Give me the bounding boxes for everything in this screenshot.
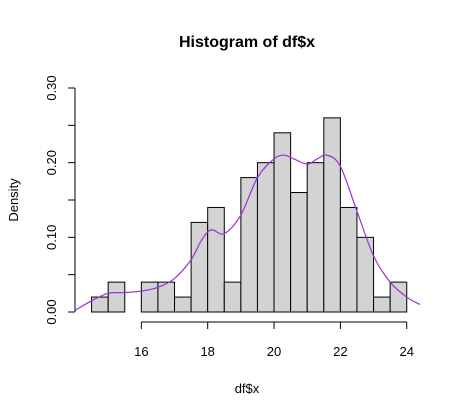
density-curve [74, 154, 421, 312]
histogram-bar [256, 162, 275, 313]
bars-group [91, 117, 408, 313]
y-tick-label: 0.20 [44, 150, 59, 175]
histogram-bar [356, 236, 375, 313]
y-tick-label: 0.00 [44, 299, 59, 324]
histogram-bar [389, 281, 408, 313]
x-axis: 16 18 20 22 24 [134, 321, 414, 359]
histogram-bar [323, 117, 341, 313]
y-tick-label: 0.10 [44, 225, 59, 250]
x-axis-label: df$x [235, 381, 260, 396]
histogram-bar [339, 206, 358, 313]
histogram-bar [306, 162, 325, 313]
chart-title: Histogram of df$x [179, 34, 315, 51]
histogram-bar [290, 192, 308, 313]
y-tick-label: 0.30 [44, 75, 59, 100]
histogram-bar [207, 206, 225, 313]
y-axis-label: Density [6, 178, 21, 222]
histogram-bar [373, 296, 391, 313]
x-tick-label: 18 [200, 344, 214, 359]
histogram-bar [174, 296, 192, 313]
histogram-bar [107, 281, 126, 313]
x-tick-label: 16 [134, 344, 148, 359]
x-tick-label: 20 [267, 344, 281, 359]
x-tick-label: 24 [399, 344, 413, 359]
histogram-bar [140, 281, 159, 313]
histogram-bar [223, 281, 242, 313]
x-tick-label: 22 [333, 344, 347, 359]
y-axis: 0.00 0.10 0.20 0.30 [44, 75, 76, 325]
histogram-bar [273, 132, 292, 313]
